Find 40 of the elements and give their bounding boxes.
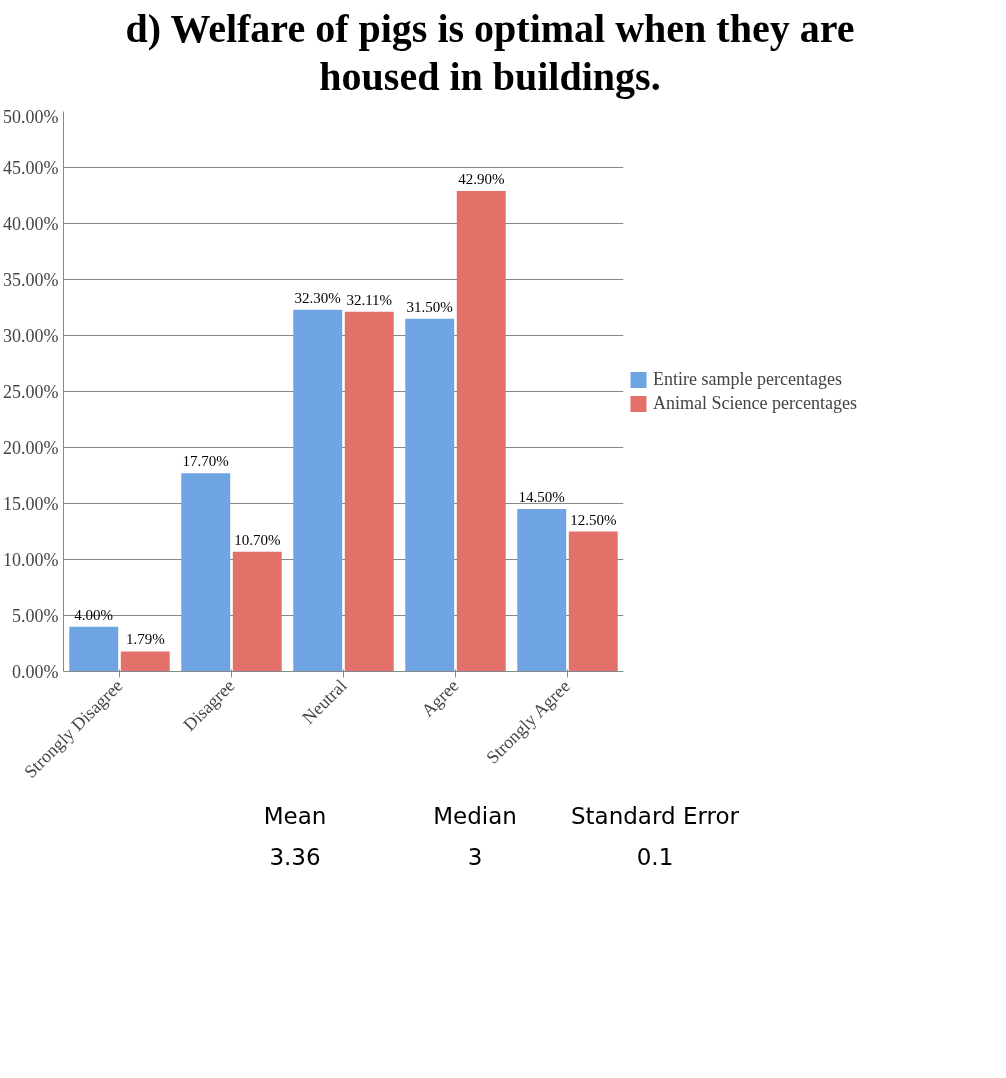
- y-tick-label: 15.00%: [3, 493, 59, 514]
- text: 3.36: [268, 842, 322, 872]
- y-tick-label: 30.00%: [3, 325, 59, 346]
- text: 3: [466, 842, 484, 872]
- y-tick-label: 10.00%: [3, 549, 59, 570]
- bar: [293, 309, 343, 672]
- text: Median: [432, 802, 518, 831]
- bar: [232, 551, 282, 672]
- legend-label: Animal Science percentages: [653, 392, 857, 414]
- y-tick-label: 25.00%: [3, 381, 59, 402]
- bar: [517, 509, 567, 672]
- data-label: 32.30%: [294, 289, 341, 306]
- data-label: 31.50%: [406, 298, 453, 315]
- data-label: 32.11%: [346, 291, 393, 308]
- chart-title: d) Welfare of pigs is optimal when they are housed in buildings.: [124, 5, 856, 101]
- text: Mean: [262, 802, 328, 831]
- bar: [120, 651, 170, 672]
- bar: [568, 531, 618, 672]
- y-tick-label: 50.00%: [3, 106, 59, 127]
- data-label: 10.70%: [234, 531, 281, 548]
- bar: [181, 473, 231, 672]
- y-tick-label: 0.00%: [12, 661, 59, 682]
- y-tick-label: 45.00%: [3, 157, 59, 178]
- legend-label: Entire sample percentages: [653, 368, 842, 390]
- y-tick-label: 40.00%: [3, 213, 59, 234]
- data-label: 17.70%: [182, 453, 229, 470]
- data-label: 4.00%: [74, 606, 114, 623]
- bar: [344, 311, 394, 672]
- y-tick-label: 35.00%: [3, 269, 59, 290]
- bar: [456, 191, 506, 672]
- bar: [69, 626, 119, 672]
- data-label: 14.50%: [518, 489, 565, 506]
- text: 0.1: [635, 842, 675, 872]
- text: Standard Error: [570, 802, 740, 831]
- y-tick-label: 5.00%: [12, 605, 59, 626]
- data-label: 1.79%: [125, 631, 165, 648]
- y-tick-label: 20.00%: [3, 437, 59, 458]
- data-label: 42.90%: [458, 171, 505, 188]
- bar: [405, 318, 455, 672]
- data-label: 12.50%: [570, 511, 617, 528]
